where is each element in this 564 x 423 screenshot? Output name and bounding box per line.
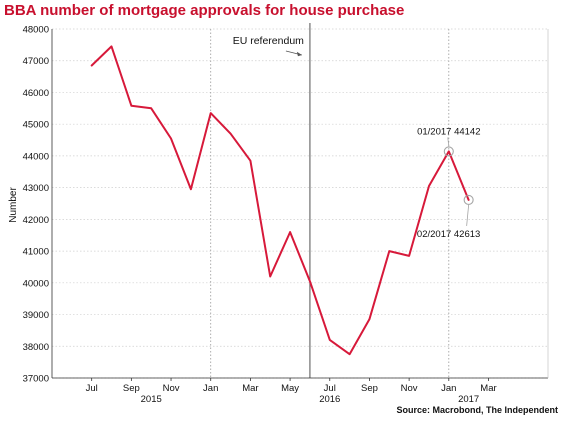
grid-lines (52, 28, 548, 379)
y-tick-label: 38000 (23, 342, 49, 353)
y-tick-label: 44000 (23, 151, 49, 162)
annotation-marker (463, 194, 474, 205)
x-tick-label: Sep (123, 383, 140, 394)
annotation-label: 02/2017 42613 (417, 229, 480, 240)
series-layer (90, 45, 470, 356)
y-tick-label: 47000 (23, 56, 49, 67)
annotation-label: 01/2017 44142 (417, 126, 480, 137)
chart-title: BBA number of mortgage approvals for hou… (4, 2, 405, 19)
x-tick-label: Sep (361, 383, 378, 394)
y-tick-label: 43000 (23, 183, 49, 194)
x-tick-label: Jan (441, 383, 456, 394)
annotation-marker (443, 146, 454, 157)
x-tick-label: Nov (401, 383, 418, 394)
y-axis-label: Number (8, 187, 19, 223)
event-arrowhead (296, 51, 302, 57)
x-tick-label: Mar (480, 383, 496, 394)
y-tick-label: 39000 (23, 310, 49, 321)
annotation-leader (466, 204, 470, 226)
x-tick-label: Jul (324, 383, 336, 394)
axes: 37000 38000 39000 40000 41000 42000 43000 44000… (23, 25, 549, 405)
y-tick-label: 40000 (23, 278, 49, 289)
x-tick-label: Jul (86, 383, 98, 394)
y-tick-label: 41000 (23, 247, 49, 258)
event-marker: EU referendum (233, 23, 311, 378)
year-dividers (210, 29, 450, 378)
y-tick-label: 48000 (23, 25, 49, 36)
x-year-label: 2017 (458, 394, 479, 405)
x-year-label: 2015 (141, 394, 162, 405)
annotations: 01/2017 44142 02/2017 42613 (417, 126, 481, 240)
x-tick-label: May (281, 383, 299, 394)
y-tick-label: 37000 (23, 374, 49, 385)
series-line (90, 45, 470, 356)
source-note: Source: Macrobond, The Independent (396, 405, 558, 415)
y-tick-label: 42000 (23, 215, 49, 226)
y-tick-label: 45000 (23, 120, 49, 131)
x-tick-label: Jan (203, 383, 218, 394)
y-tick-label: 46000 (23, 88, 49, 99)
x-tick-label: Nov (163, 383, 180, 394)
annotation-leader (447, 137, 450, 147)
x-year-label: 2016 (319, 394, 340, 405)
event-label: EU referendum (233, 35, 304, 47)
x-tick-label: Mar (242, 383, 258, 394)
